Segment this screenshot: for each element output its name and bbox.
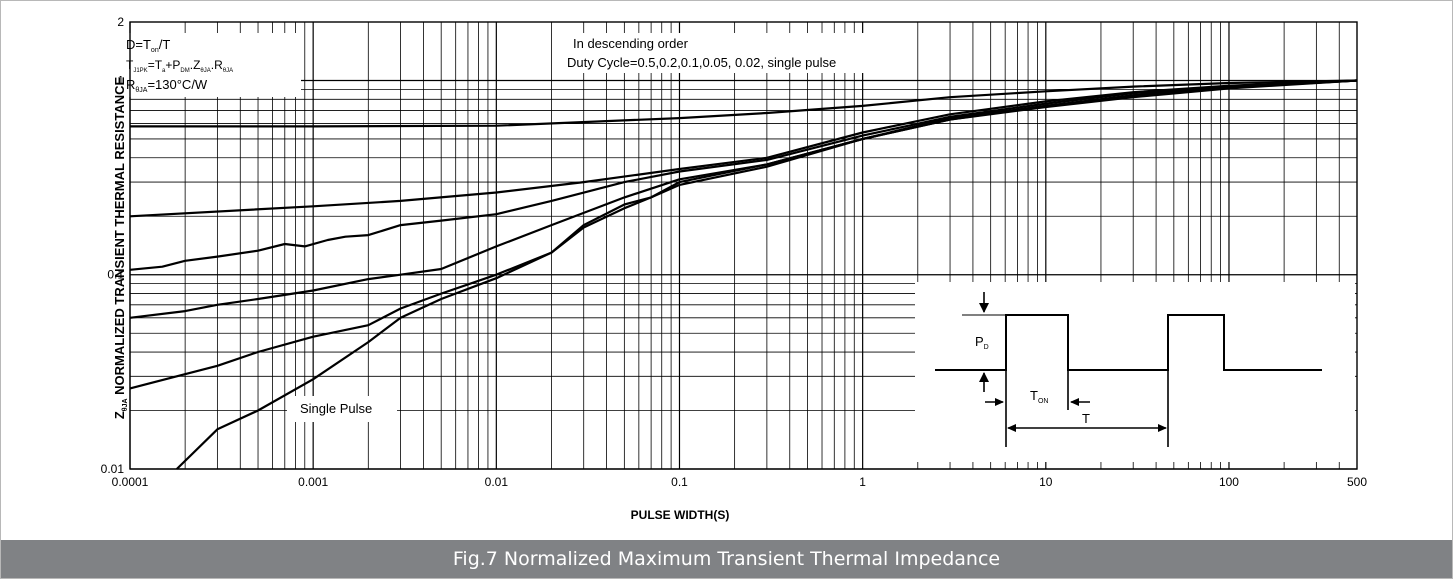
x-tick-label: 1 <box>859 475 866 489</box>
pd-arrowhead-bottom <box>979 372 989 382</box>
x-tick-label: 100 <box>1219 475 1239 489</box>
series-line-1 <box>130 79 1358 128</box>
ton-arrowhead-left <box>995 398 1004 406</box>
x-tick-label: 0.001 <box>298 475 328 489</box>
inset-background <box>915 282 1355 462</box>
x-tick-label: 0.01 <box>485 475 509 489</box>
note-background <box>123 33 301 97</box>
plot-frame <box>129 21 1358 470</box>
t-label: T <box>1082 411 1090 426</box>
order-background <box>562 33 892 73</box>
y-tick-label: 0.01 <box>101 462 125 476</box>
pulse-waveform <box>935 314 1322 371</box>
note-line-1: D=Ton/T <box>126 37 170 54</box>
thermal-impedance-chart: PD TON T D=Ton/T TJ1PK=Ta+PDM.ZθJA.RθJA … <box>101 15 1368 522</box>
axis-labels: 0.0001 0.001 0.01 0.1 1 10 100 500 0.01 0.1 1 2 <box>101 15 1368 489</box>
note-line-2: TJ1PK=Ta+PDM.ZθJA.RθJA <box>126 58 233 74</box>
order-line-2: Duty Cycle=0.5,0.2,0.1,0.05, 0.02, singl… <box>567 55 836 70</box>
t-arrowhead-left <box>1007 424 1016 432</box>
y-tick-label: 2 <box>117 15 124 29</box>
series-line-2 <box>129 79 1358 218</box>
t-arrowhead-right <box>1158 424 1167 432</box>
y-axis-title: ZθJA NORMALIZED TRANSIENT THERMAL RESIST… <box>112 77 129 420</box>
pd-label: PD <box>975 334 989 351</box>
x-tick-label: 0.0001 <box>112 475 149 489</box>
pulse-inset: PD TON T <box>915 282 1355 462</box>
pd-arrowhead-top <box>979 303 989 313</box>
single-pulse-background <box>287 396 397 422</box>
y-tick-label: 1 <box>117 73 124 87</box>
x-tick-label: 0.1 <box>671 475 688 489</box>
single-pulse-label: Single Pulse <box>300 401 372 416</box>
series-line-3 <box>129 79 1358 271</box>
y-tick-label: 0.1 <box>107 268 124 282</box>
x-axis-title: PULSE WIDTH(S) <box>631 508 730 522</box>
series-line-6 <box>176 79 1358 470</box>
x-tick-label: 500 <box>1347 475 1367 489</box>
x-tick-label: 10 <box>1039 475 1053 489</box>
curves <box>129 79 1358 470</box>
ton-arrowhead-right <box>1070 398 1079 406</box>
figure-caption: Fig.7 Normalized Maximum Transient Therm… <box>1 540 1452 578</box>
order-line-1: In descending order <box>573 36 689 51</box>
ton-label: TON <box>1030 388 1048 405</box>
